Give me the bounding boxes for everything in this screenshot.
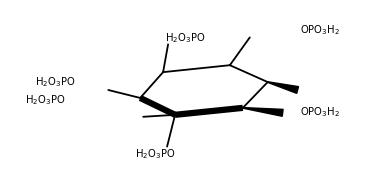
Text: H$_2$O$_3$PO: H$_2$O$_3$PO bbox=[35, 75, 75, 89]
Polygon shape bbox=[243, 108, 283, 116]
Text: OPO$_3$H$_2$: OPO$_3$H$_2$ bbox=[300, 24, 340, 37]
Text: H$_2$O$_3$PO: H$_2$O$_3$PO bbox=[135, 148, 175, 161]
Text: H$_2$O$_3$PO: H$_2$O$_3$PO bbox=[25, 93, 65, 107]
Text: H$_2$O$_3$PO: H$_2$O$_3$PO bbox=[165, 31, 205, 45]
Polygon shape bbox=[268, 82, 298, 93]
Text: OPO$_3$H$_2$: OPO$_3$H$_2$ bbox=[300, 105, 340, 119]
